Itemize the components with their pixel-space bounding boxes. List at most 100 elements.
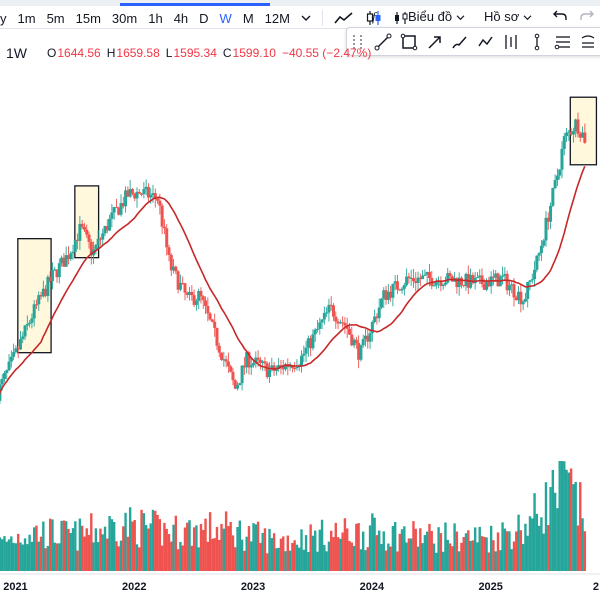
volume-bar [261, 532, 264, 571]
brush-icon[interactable] [447, 30, 473, 54]
fork-icon[interactable] [499, 30, 525, 54]
candle-body [551, 188, 555, 206]
fib-icon[interactable] [550, 30, 576, 54]
candle-body [233, 380, 237, 389]
drag-handle-icon[interactable] [353, 34, 363, 49]
interval-D[interactable]: D [199, 10, 209, 26]
candle-body [343, 322, 347, 326]
chart-type-menu[interactable]: Biểu đồ [408, 9, 465, 24]
interval-4h[interactable]: 4h [173, 10, 189, 26]
candle-body [261, 361, 265, 363]
indicators-icon[interactable] [394, 10, 410, 26]
candle-body [300, 355, 304, 366]
volume-bar [384, 550, 388, 571]
candles-icon[interactable] [365, 10, 383, 26]
volume-bar [252, 523, 255, 571]
volume-bar [60, 520, 63, 571]
candle-body [0, 378, 4, 385]
volume-bar [435, 552, 438, 571]
volume-bar [298, 547, 301, 571]
trend-line-icon[interactable] [370, 30, 396, 54]
volume-bar [92, 542, 95, 571]
volume-bar [181, 545, 184, 571]
candle-body [185, 292, 189, 295]
interval-W[interactable]: W [219, 10, 232, 26]
interval-y[interactable]: y [0, 10, 7, 26]
pattern-icon[interactable] [473, 30, 499, 54]
interval-15m[interactable]: 15m [75, 10, 101, 26]
candle-body [258, 359, 262, 363]
volume-bar [3, 536, 6, 571]
interval-30m[interactable]: 30m [111, 10, 138, 26]
candle-body [352, 339, 356, 346]
candle-body [231, 371, 235, 381]
volume-bar [371, 513, 374, 571]
interval-1h[interactable]: 1h [148, 10, 163, 26]
volume-bar [279, 538, 283, 571]
line-chart-icon[interactable] [334, 11, 354, 25]
volume-bar [398, 533, 401, 571]
function-fx-icon[interactable]: f [372, 9, 376, 24]
chart-type-label: Biểu đồ [408, 9, 453, 24]
volume-bar [551, 469, 555, 571]
volume-bar [439, 533, 443, 571]
candle-body [571, 131, 575, 135]
volume-bar [76, 550, 79, 571]
volume-bar [5, 541, 8, 571]
volume-bar [576, 525, 580, 571]
volume-bar [211, 538, 214, 571]
volume-bar [451, 546, 454, 571]
volume-bar [117, 546, 120, 571]
volume-bar [215, 526, 219, 571]
measure-icon[interactable] [524, 30, 550, 54]
candle-body [482, 284, 486, 290]
candle-body [144, 186, 148, 190]
candle-body [480, 275, 484, 285]
candle-body [55, 269, 59, 278]
profile-label: Hồ sơ [484, 9, 520, 24]
candle-body [169, 254, 173, 271]
elliott-icon[interactable] [575, 30, 600, 54]
interval-dropdown-chevron-icon[interactable] [301, 14, 311, 22]
profile-menu[interactable]: Hồ sơ [484, 9, 532, 24]
volume-bar [90, 513, 93, 571]
interval-5m[interactable]: 5m [46, 10, 65, 26]
candle-body [222, 359, 226, 361]
candle-body [491, 276, 495, 278]
volume-bar [128, 507, 132, 571]
price-chart[interactable]: 2021 2022 2023 2024 2025 2 [0, 55, 600, 600]
candle-body [311, 334, 315, 349]
volume-bar [163, 522, 166, 571]
interval-M[interactable]: M [242, 10, 254, 26]
volume-bar [7, 539, 11, 571]
volume-bar [531, 518, 534, 571]
candle-body [249, 365, 253, 368]
candle-body [395, 281, 399, 290]
candle-body [325, 312, 329, 314]
volume-bar [377, 530, 381, 571]
low-value: 1595.34 [173, 46, 217, 60]
redo-icon[interactable] [580, 9, 594, 24]
volume-bar [37, 541, 40, 571]
candle-body [14, 348, 18, 353]
candle-body [539, 245, 543, 254]
volume-bar [208, 512, 212, 571]
arrow-icon[interactable] [422, 30, 448, 54]
volume-bar [503, 528, 507, 571]
undo-icon[interactable] [553, 9, 567, 24]
candle-body [405, 276, 409, 286]
volume-bar [85, 528, 88, 571]
candle-body [544, 217, 548, 241]
volume-bar [547, 525, 550, 571]
candle-body [105, 226, 109, 231]
interval-1m[interactable]: 1m [17, 10, 36, 26]
candle-body [204, 300, 208, 306]
interval-12M[interactable]: 12M [264, 10, 290, 26]
candle-body [25, 323, 29, 326]
volume-bar [361, 531, 365, 571]
candle-body [338, 322, 342, 324]
volume-bar [220, 523, 223, 571]
timeframe-label: 1W [6, 45, 27, 61]
volume-bar [206, 541, 210, 571]
rectangle-icon[interactable] [396, 30, 422, 54]
